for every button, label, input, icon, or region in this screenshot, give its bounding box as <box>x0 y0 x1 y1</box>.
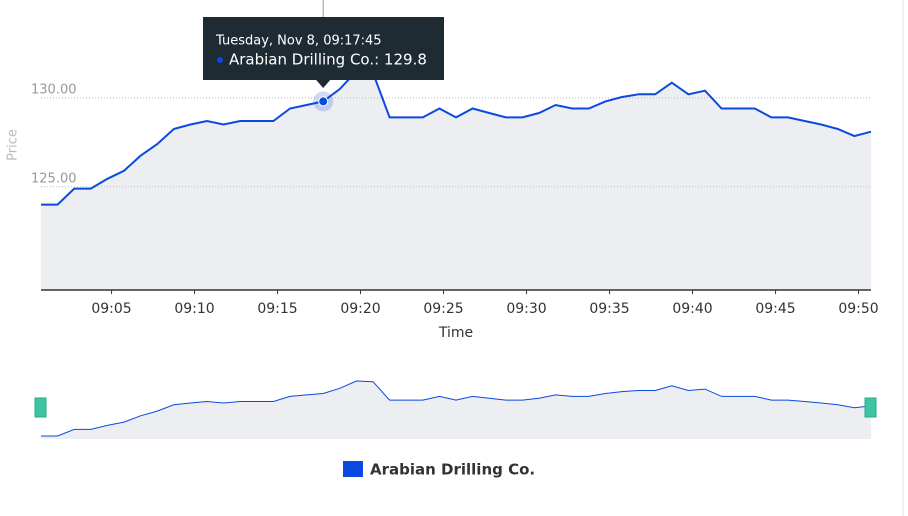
x-tick-label: 09:40 <box>672 301 712 317</box>
x-tick-label: 09:50 <box>838 301 878 317</box>
navigator-area <box>41 381 871 439</box>
tooltip-label: Arabian Drilling Co.: 129.8 <box>229 51 427 69</box>
x-tick-label: 09:15 <box>257 301 297 317</box>
tooltip-dot <box>217 57 223 63</box>
y-tick-label: 130.00 <box>31 82 77 97</box>
y-axis-label: Price <box>6 129 21 161</box>
y-tick-label: 125.00 <box>31 171 77 186</box>
legend-label[interactable]: Arabian Drilling Co. <box>370 461 535 479</box>
x-axis-label: Time <box>438 325 473 341</box>
plot: 125.00 130.00 09:05 09:10 09:15 09:20 09:25 09:… <box>31 0 879 439</box>
navigator-line <box>41 380 872 437</box>
tooltip-header: Tuesday, Nov 8, 09:17:45 <box>215 34 382 49</box>
x-tick-label: 09:20 <box>340 301 380 317</box>
line <box>41 70 872 206</box>
hover-point <box>318 96 329 107</box>
tooltip-box <box>203 17 444 88</box>
legend[interactable]: Arabian Drilling Co. <box>343 461 535 479</box>
x-tick-label: 09:45 <box>755 301 795 317</box>
navigator-handle <box>864 397 877 418</box>
x-tick-label: 09:30 <box>506 301 546 317</box>
x-tick-label: 09:25 <box>423 301 463 317</box>
legend-swatch[interactable] <box>343 461 363 477</box>
x-tick-label: 09:10 <box>174 301 214 317</box>
x-tick-label: 09:35 <box>589 301 629 317</box>
area <box>41 71 871 290</box>
x-tick-label: 09:05 <box>91 301 131 317</box>
navigator-handle <box>34 397 47 418</box>
